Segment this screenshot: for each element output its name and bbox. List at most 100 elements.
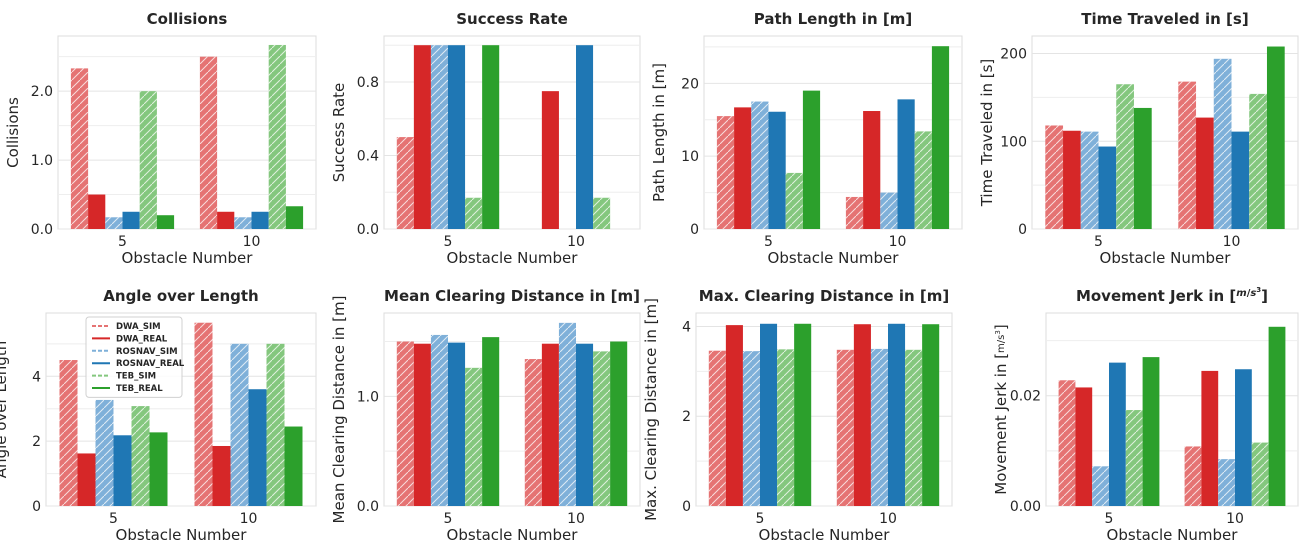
y-tick-label: 0.0 xyxy=(357,222,379,238)
bar-hatch xyxy=(593,351,611,506)
bar-teb-real-10 xyxy=(931,46,950,229)
x-tick-label: 5 xyxy=(444,511,453,527)
bar-hatch xyxy=(593,197,611,229)
bar-dwa-real-5 xyxy=(88,194,106,229)
bar-hatch xyxy=(1218,459,1235,506)
legend-label-teb-real: TEB_REAL xyxy=(116,384,163,394)
bar-dwa-real-5 xyxy=(725,325,743,506)
chart-title: Movement Jerk in [m/s3] xyxy=(1076,286,1268,305)
bar-hatch xyxy=(1251,442,1269,506)
bar-rosnav-real-10 xyxy=(251,211,269,229)
x-tick-label: 10 xyxy=(1223,234,1241,250)
bar-rosnav-real-10 xyxy=(248,389,267,506)
y-axis-label: Angle over Length xyxy=(0,341,10,478)
bar-dwa-real-10 xyxy=(212,445,231,506)
y-tick-label: 20 xyxy=(681,76,699,92)
y-tick-label: 0.02 xyxy=(1010,389,1041,405)
y-tick-label: 0 xyxy=(690,222,699,238)
bar-dwa-real-10 xyxy=(541,343,559,506)
y-axis-label: Success Rate xyxy=(330,83,348,183)
y-tick-label: 0.4 xyxy=(357,148,379,164)
y-tick-label: 10 xyxy=(681,149,699,165)
y-tick-label: 4 xyxy=(32,369,41,385)
bar-hatch xyxy=(524,359,542,506)
x-axis-label: Obstacle Number xyxy=(759,526,891,544)
x-axis-label: Obstacle Number xyxy=(122,249,254,267)
chart-title: Path Length in [m] xyxy=(754,10,912,28)
x-tick-label: 10 xyxy=(243,234,261,250)
bar-teb-real-5 xyxy=(482,45,500,229)
legend: DWA_SIM DWA_REAL ROSNAV_SIM ROSNAV_REAL TEB_… xyxy=(85,316,185,398)
bar-rosnav-real-10 xyxy=(888,323,906,506)
x-axis-label: Obstacle Number xyxy=(1107,526,1239,544)
legend-label-rosnav-sim: ROSNAV_SIM xyxy=(116,347,178,357)
bar-hatch xyxy=(1178,81,1197,229)
bar-teb-real-5 xyxy=(156,215,175,229)
chart-title: Max. Clearing Distance in [m] xyxy=(699,287,949,305)
bar-rosnav-real-5 xyxy=(768,111,786,229)
chart-title: Collisions xyxy=(147,10,228,28)
bar-hatch xyxy=(1092,466,1109,506)
bar-hatch xyxy=(131,406,150,506)
bar-hatch xyxy=(708,350,726,506)
bar-hatch xyxy=(430,334,448,506)
bar-hatch xyxy=(905,349,923,506)
bar-dwa-real-5 xyxy=(734,107,752,229)
bar-hatch xyxy=(785,172,803,229)
bar-teb-real-10 xyxy=(610,341,628,506)
x-tick-label: 5 xyxy=(756,511,765,527)
bar-hatch xyxy=(230,343,249,506)
chart-title: Mean Clearing Distance in [m] xyxy=(384,287,640,305)
x-tick-label: 10 xyxy=(889,234,907,250)
bar-teb-real-5 xyxy=(1142,357,1160,506)
x-axis-label: Obstacle Number xyxy=(447,526,579,544)
bar-dwa-real-10 xyxy=(863,111,881,229)
bar-hatch xyxy=(742,351,760,506)
bar-teb-real-10 xyxy=(1268,326,1286,506)
bar-teb-real-5 xyxy=(802,90,821,229)
y-tick-label: 200 xyxy=(1000,47,1027,63)
bar-teb-real-5 xyxy=(482,337,500,506)
y-axis-label: Collisions xyxy=(4,97,22,168)
x-axis-label: Obstacle Number xyxy=(768,249,900,267)
x-tick-label: 5 xyxy=(118,234,127,250)
bar-rosnav-real-5 xyxy=(448,342,466,506)
bar-hatch xyxy=(870,348,888,506)
bar-hatch xyxy=(845,196,864,229)
legend-label-dwa-real: DWA_REAL xyxy=(116,334,168,344)
bar-rosnav-real-5 xyxy=(113,435,132,506)
y-tick-label: 2 xyxy=(682,409,691,425)
bar-hatch xyxy=(234,217,252,229)
bar-rosnav-real-10 xyxy=(897,99,915,229)
legend-box xyxy=(85,316,183,398)
bar-rosnav-real-5 xyxy=(1098,146,1117,229)
chart-title: Angle over Length xyxy=(103,287,258,305)
x-tick-label: 5 xyxy=(109,511,118,527)
bar-dwa-real-5 xyxy=(413,45,431,229)
bar-rosnav-real-10 xyxy=(1235,369,1252,506)
bar-hatch xyxy=(59,360,78,506)
bar-rosnav-real-5 xyxy=(448,45,466,229)
bar-rosnav-real-10 xyxy=(576,45,594,229)
bar-hatch xyxy=(777,349,795,506)
bar-rosnav-real-10 xyxy=(1231,131,1250,229)
x-tick-label: 5 xyxy=(764,234,773,250)
bar-hatch xyxy=(836,349,854,506)
bar-hatch xyxy=(70,68,89,230)
bar-dwa-real-10 xyxy=(1201,370,1219,506)
bar-hatch xyxy=(194,322,213,506)
bar-rosnav-real-5 xyxy=(760,323,778,506)
bar-rosnav-real-5 xyxy=(1109,362,1126,506)
y-tick-label: 2 xyxy=(32,434,41,450)
bar-dwa-real-5 xyxy=(1075,387,1093,506)
bar-hatch xyxy=(751,101,769,229)
bar-hatch xyxy=(1213,58,1232,230)
